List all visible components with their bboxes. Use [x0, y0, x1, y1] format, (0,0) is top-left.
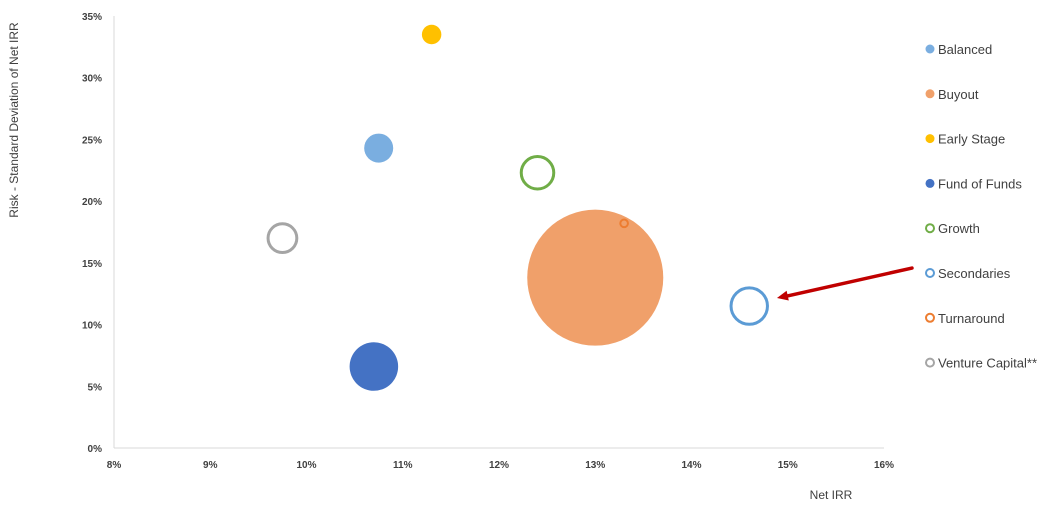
- y-tick-label: 30%: [82, 74, 102, 85]
- bubble-secondaries: [729, 286, 769, 326]
- x-tick-label: 16%: [874, 460, 894, 471]
- legend-label-balanced: Balanced: [938, 42, 992, 57]
- legend-marker-buyout: [925, 89, 935, 99]
- y-tick-labels: 0% 5% 10% 15% 20% 25% 30% 35%: [82, 12, 102, 455]
- y-tick-label: 10%: [82, 321, 102, 332]
- bubble-venture-capital: [266, 222, 299, 255]
- y-tick-label: 35%: [82, 12, 102, 23]
- legend-marker-venture-capital: [925, 357, 935, 368]
- x-tick-label: 13%: [585, 460, 605, 471]
- x-tick-labels: 8% 9% 10% 11% 12% 13% 14% 15% 16%: [107, 460, 894, 471]
- y-axis-title: Risk - Standard Deviation of Net IRR: [7, 22, 21, 218]
- x-tick-label: 15%: [778, 460, 798, 471]
- legend-label-fund-of-funds: Fund of Funds: [938, 176, 1022, 191]
- x-tick-label: 14%: [681, 460, 701, 471]
- x-tick-label: 9%: [203, 460, 218, 471]
- legend-marker-balanced: [925, 44, 935, 54]
- x-axis-title: Net IRR: [810, 488, 853, 502]
- bubble-early-stage: [421, 24, 442, 45]
- legend-label-buyout: Buyout: [938, 87, 979, 102]
- legend-label-secondaries: Secondaries: [938, 266, 1011, 281]
- y-tick-label: 5%: [88, 382, 103, 393]
- legend-marker-turnaround: [925, 312, 935, 323]
- bubble-buyout: [527, 209, 664, 346]
- annotation-arrow-shaft: [785, 266, 914, 298]
- bubble-fund-of-funds: [349, 342, 399, 391]
- x-tick-label: 10%: [296, 460, 316, 471]
- legend-label-early-stage: Early Stage: [938, 132, 1005, 147]
- y-tick-label: 0%: [88, 444, 103, 455]
- y-tick-label: 15%: [82, 259, 102, 270]
- axes: [113, 16, 884, 449]
- annotation-layer: [776, 266, 914, 301]
- legend: Balanced Buyout Early Stage Fund of Funds Gr…: [925, 42, 1037, 371]
- annotation-arrow-head: [776, 290, 789, 301]
- bubble-turnaround: [619, 218, 629, 229]
- x-tick-label: 11%: [393, 460, 413, 471]
- legend-marker-secondaries: [925, 268, 935, 278]
- legend-marker-growth: [925, 223, 935, 234]
- legend-marker-early-stage: [925, 134, 935, 144]
- bubble-growth: [519, 154, 556, 191]
- legend-marker-fund-of-funds: [925, 178, 935, 188]
- y-tick-label: 25%: [82, 135, 102, 146]
- legend-label-growth: Growth: [938, 221, 980, 236]
- legend-label-venture-capital: Venture Capital**: [938, 356, 1037, 371]
- x-tick-label: 8%: [107, 460, 122, 471]
- x-tick-label: 12%: [489, 460, 509, 471]
- bubbles: [266, 24, 769, 391]
- bubble-balanced: [364, 133, 394, 163]
- y-tick-label: 20%: [82, 197, 102, 208]
- legend-label-turnaround: Turnaround: [938, 311, 1005, 326]
